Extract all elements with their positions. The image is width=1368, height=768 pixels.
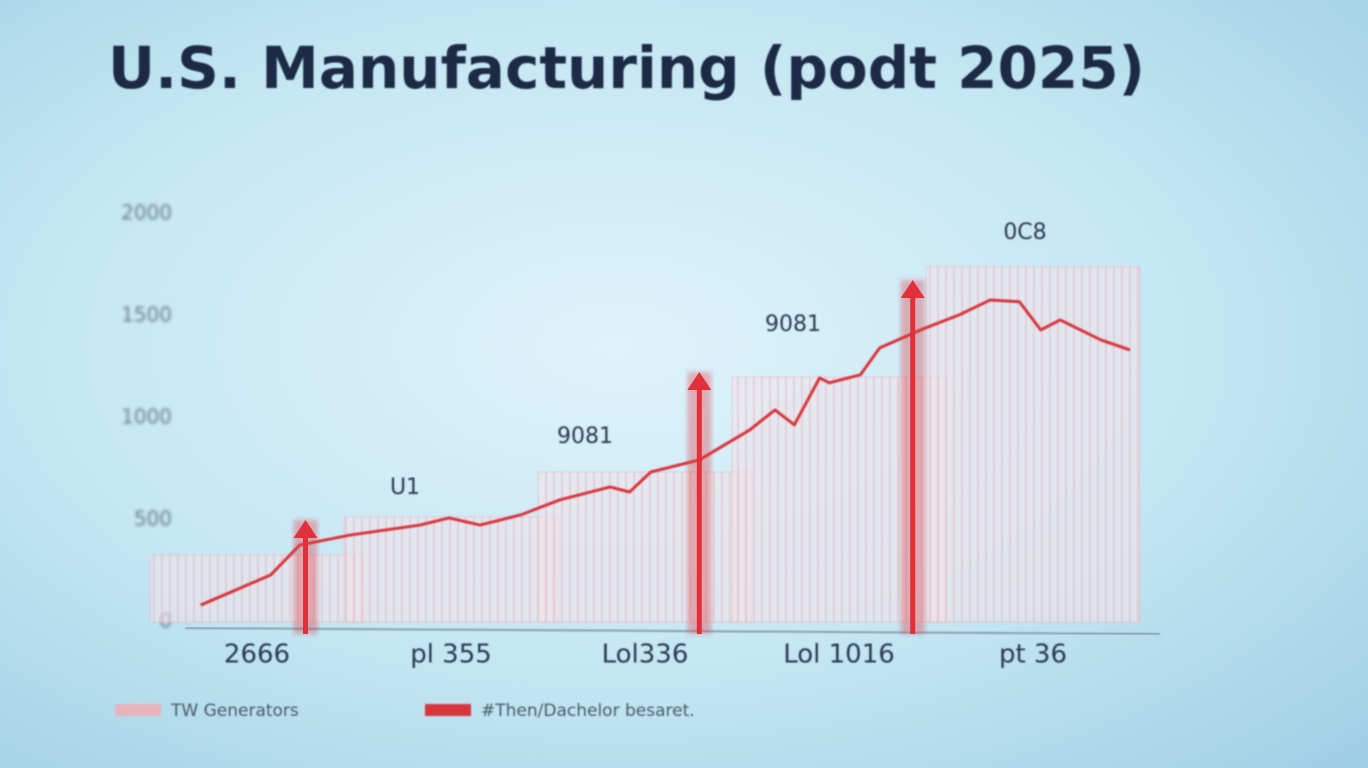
annotation: U1 <box>390 475 420 500</box>
y-tick-label: 500 <box>134 506 172 530</box>
line <box>200 298 1131 607</box>
x-tick-label: pt 36 <box>999 640 1067 670</box>
bar <box>149 554 365 623</box>
x-tick-label: 2666 <box>224 640 290 670</box>
legend-swatch <box>425 704 471 716</box>
arrow-head <box>293 519 318 538</box>
arrow-head <box>687 371 712 390</box>
annotation: 0C8 <box>1003 220 1046 245</box>
annotation: 9081 <box>557 424 613 449</box>
y-tick-label: 1500 <box>121 302 172 326</box>
x-tick-label: Lol336 <box>602 640 689 670</box>
x-tick-label: Lol 1016 <box>783 640 895 670</box>
legend-label: TW Generators <box>170 701 299 721</box>
chart-title: U.S. Manufacturing (podt 2025) <box>108 34 1145 102</box>
y-tick-label: 2000 <box>121 200 172 224</box>
x-tick-label: pl 355 <box>410 640 492 670</box>
annotation: 9081 <box>765 312 821 337</box>
bar <box>537 471 753 623</box>
legend-label: #Then/Dachelor besaret. <box>481 701 695 721</box>
legend-swatch <box>115 704 161 716</box>
x-axis <box>184 627 1161 635</box>
bar <box>925 266 1141 623</box>
arrow-head <box>900 279 925 298</box>
y-tick-label: 1000 <box>121 404 172 428</box>
